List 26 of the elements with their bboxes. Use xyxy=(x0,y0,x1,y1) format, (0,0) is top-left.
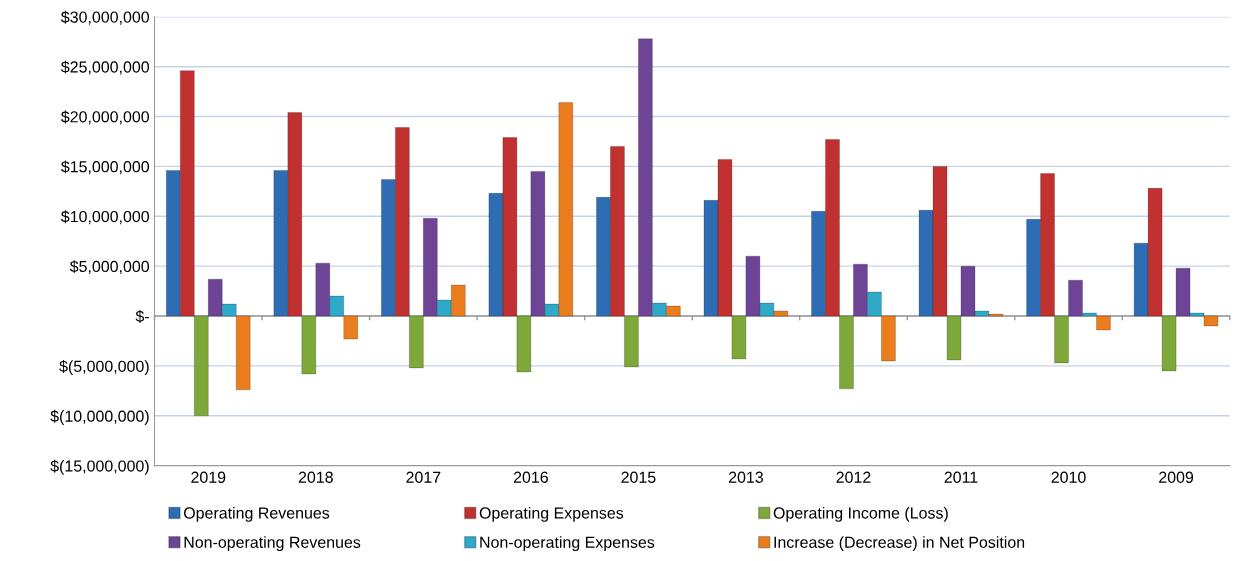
y-tick-label: $5,000,000 xyxy=(69,260,150,274)
legend-label: Operating Income (Loss) xyxy=(773,506,948,522)
legend-label: Increase (Decrease) in Net Position xyxy=(774,536,1025,552)
y-tick-label: $(5,000,000) xyxy=(59,359,149,376)
x-tick-label: 2019 xyxy=(191,471,226,483)
x-tick-label: 2009 xyxy=(1159,471,1194,483)
y-tick-label: $25,000,000 xyxy=(61,60,150,75)
y-tick-label: $10,000,000 xyxy=(61,210,150,225)
legend-label: Operating Expenses xyxy=(479,506,624,522)
x-tick-label: 2018 xyxy=(298,471,333,483)
y-tick-label: $20,000,000 xyxy=(61,110,150,125)
x-tick-label: 2013 xyxy=(728,471,763,483)
y-tick-label: $(10,000,000) xyxy=(50,409,149,425)
legend-label: Non-operating Expenses xyxy=(480,536,655,552)
x-tick-label: 2017 xyxy=(406,471,441,483)
y-tick-label: $(15,000,000) xyxy=(50,459,149,475)
legend-label: Non-operating Revenues xyxy=(184,536,361,552)
x-tick-label: 2011 xyxy=(944,471,978,483)
x-tick-label: 2012 xyxy=(836,471,871,483)
y-tick-label: $15,000,000 xyxy=(61,160,150,175)
x-tick-label: 2015 xyxy=(621,471,656,483)
legend-label: Operating Revenues xyxy=(184,506,330,522)
y-tick-label: $30,000,000 xyxy=(61,10,150,25)
x-tick-label: 2010 xyxy=(1051,471,1086,483)
y-tick-label: $- xyxy=(135,309,149,323)
x-tick-label: 2016 xyxy=(513,471,548,483)
